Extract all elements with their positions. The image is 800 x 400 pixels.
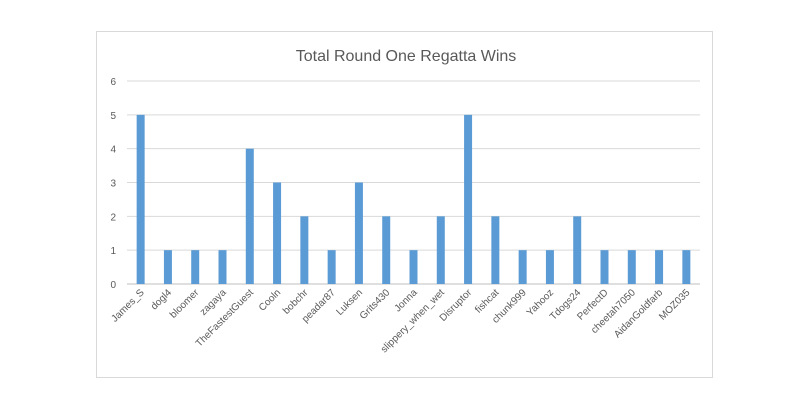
bar-Cooln: [273, 182, 282, 284]
bar-Jonna: [409, 250, 418, 284]
bar-bobchr: [300, 216, 309, 284]
bar-chart: Total Round One Regatta Wins 0 1 2 3 4 5 6 Jam…: [110, 48, 700, 355]
chart-area: Total Round One Regatta Wins 0 1 2 3 4 5 6 Jam…: [96, 31, 713, 378]
y-tick-label: 5: [110, 111, 116, 122]
chart-title: Total Round One Regatta Wins: [296, 48, 517, 65]
x-tick-label: Grits430: [358, 287, 393, 322]
bar-TheFastestGuest: [245, 148, 254, 284]
y-tick-label: 0: [110, 280, 116, 291]
bar-slippery_when_wet: [436, 216, 445, 284]
y-tick-label: 6: [110, 77, 116, 88]
bar-PerfectD: [600, 250, 609, 284]
bar-James_S: [136, 114, 145, 284]
bar-fishcat: [491, 216, 500, 284]
bar-cheetah7050: [627, 250, 636, 284]
bar-dogl4: [163, 250, 172, 284]
bar-MOZ035: [682, 250, 691, 284]
y-tick-label: 2: [110, 212, 116, 223]
x-tick-label: Cooln: [257, 287, 283, 313]
bar-chunk999: [518, 250, 527, 284]
bar-peadar87: [327, 250, 336, 284]
bar-bloomer: [191, 250, 200, 284]
x-tick-label: James_S: [110, 287, 147, 324]
bar-zagaya: [218, 250, 227, 284]
y-tick-label: 4: [110, 145, 116, 156]
bar-Disruptor: [464, 114, 473, 284]
bars: [136, 114, 691, 284]
x-tick-label: dogl4: [149, 287, 174, 312]
x-tick-label: bloomer: [168, 287, 202, 321]
bar-Tdogs24: [573, 216, 582, 284]
bar-Grits430: [382, 216, 391, 284]
bar-Yahooz: [545, 250, 554, 284]
x-axis-ticks: James_S dogl4bloomerzagayaTheFastestGuest…: [110, 287, 693, 355]
y-axis-ticks: 0 1 2 3 4 5 6: [110, 77, 116, 291]
bar-AidanGoldfarb: [655, 250, 664, 284]
y-tick-label: 3: [110, 179, 116, 190]
x-tick-label: MOZ035: [657, 287, 693, 323]
y-tick-label: 1: [110, 246, 116, 257]
bar-Luksen: [354, 182, 363, 284]
